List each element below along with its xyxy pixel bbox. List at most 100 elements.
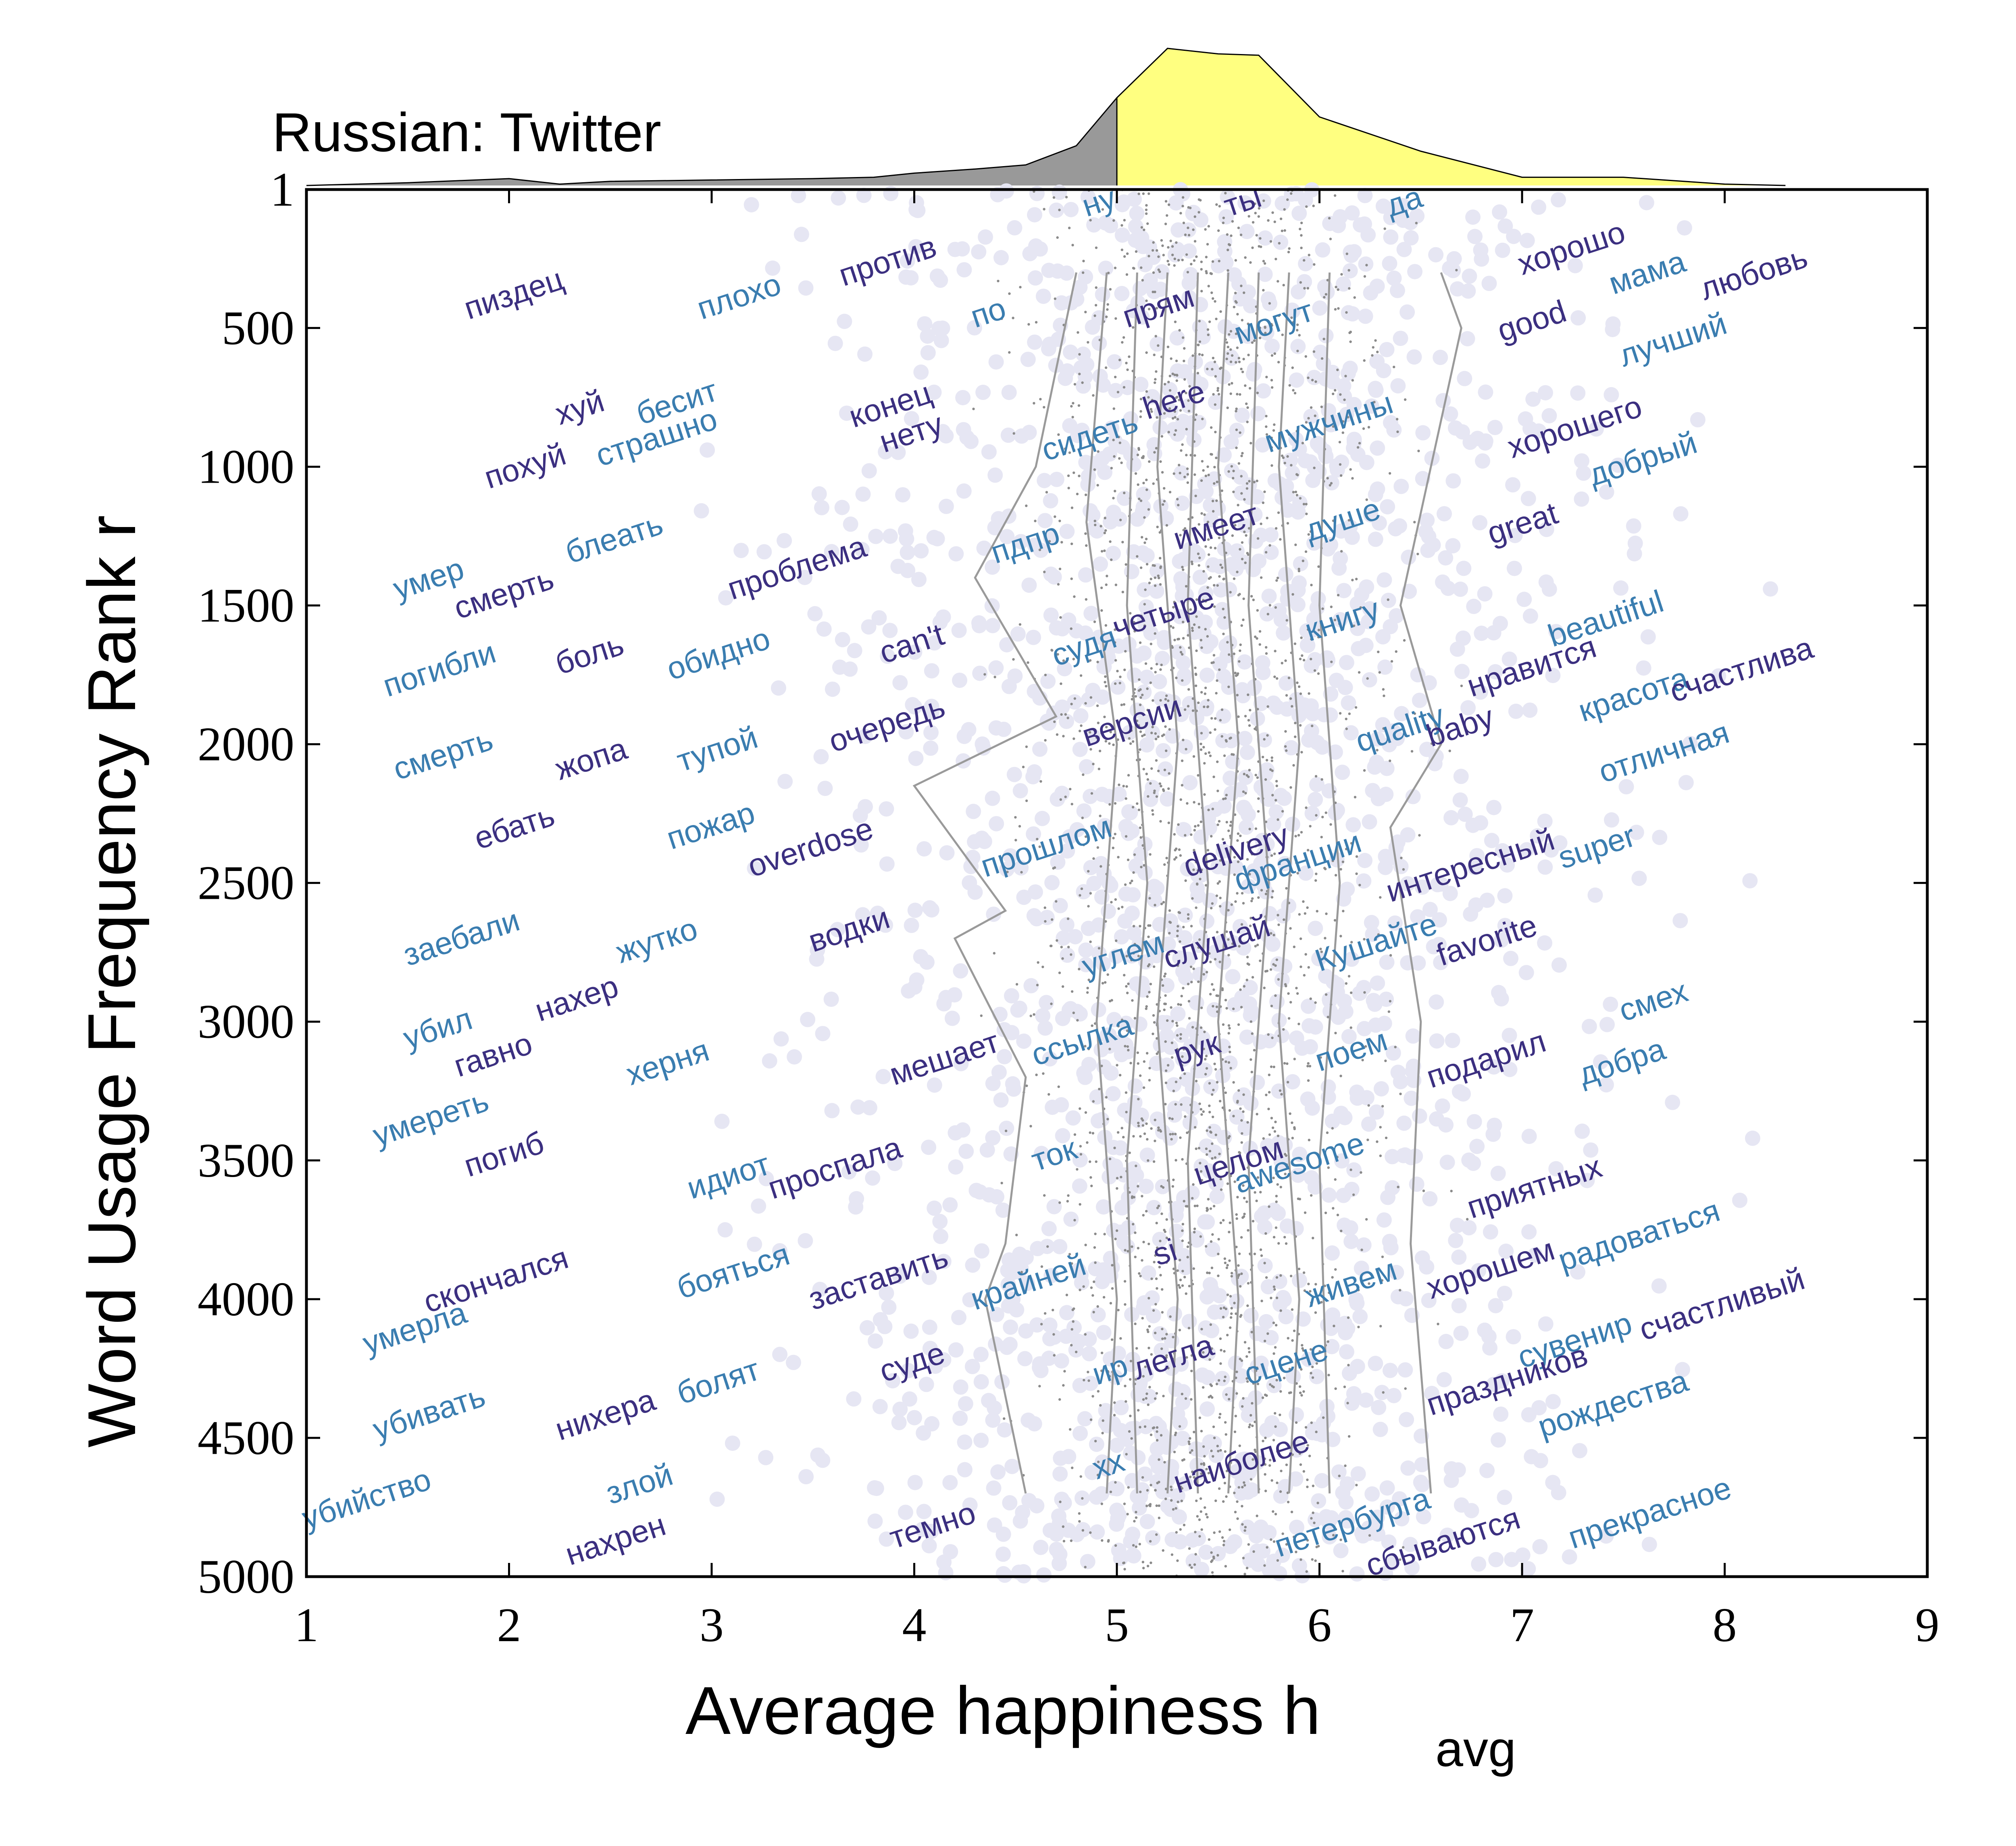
word-point [1089, 1524, 1105, 1540]
word-point [1163, 1502, 1179, 1517]
density-dot [1276, 677, 1279, 680]
density-dot [1270, 1479, 1273, 1482]
contour-line-9 [1318, 272, 1341, 1494]
density-dot [1216, 823, 1219, 826]
density-dot [1203, 513, 1206, 516]
word-point [1304, 1170, 1319, 1186]
density-dot [1179, 1279, 1182, 1281]
density-dot [1145, 1007, 1148, 1010]
density-dot [1176, 1269, 1179, 1272]
density-dot [1292, 389, 1295, 392]
density-dot [1198, 626, 1201, 629]
word-point [1137, 1388, 1153, 1404]
density-dot [1193, 1227, 1196, 1230]
word-point [1016, 1033, 1032, 1049]
density-dot [1198, 938, 1201, 941]
word-point [1137, 257, 1153, 273]
density-dot [1311, 725, 1314, 727]
density-dot [1212, 661, 1215, 664]
density-dot [1209, 1394, 1212, 1398]
density-dot [1245, 1567, 1249, 1569]
density-dot [1239, 1285, 1242, 1288]
density-dot [1460, 684, 1463, 688]
density-dot [1020, 871, 1023, 874]
density-dot [1270, 446, 1273, 449]
density-dot [1132, 952, 1135, 954]
density-dot [1091, 1024, 1093, 1027]
density-dot [1399, 1092, 1402, 1095]
word-point [1238, 819, 1254, 835]
density-dot [1211, 1142, 1214, 1145]
density-dot [1048, 540, 1051, 543]
density-dot [1071, 416, 1074, 419]
density-dot [1270, 386, 1274, 389]
word-point [1665, 1094, 1681, 1110]
density-dot [1195, 882, 1199, 885]
density-dot [1141, 735, 1144, 738]
density-dot [1167, 699, 1170, 702]
word-point [1368, 1104, 1384, 1120]
density-dot [1320, 950, 1323, 953]
density-dot [1227, 1061, 1231, 1064]
density-dot [1247, 354, 1250, 356]
density-dot [1220, 708, 1224, 711]
density-dot [1212, 510, 1215, 513]
density-dot [1229, 330, 1233, 333]
word-point [988, 660, 1004, 676]
density-dot [1180, 449, 1183, 452]
density-dot [1279, 1413, 1281, 1416]
density-dot [1403, 639, 1406, 642]
word-point [1491, 985, 1506, 1000]
density-dot [1228, 1109, 1231, 1112]
density-dot [1239, 1107, 1242, 1110]
density-dot [1158, 1504, 1160, 1507]
word-point [973, 1433, 989, 1448]
density-dot [1244, 792, 1247, 795]
density-dot [1321, 816, 1324, 819]
density-dot [1234, 900, 1237, 903]
density-dot [1044, 920, 1047, 923]
word-point [1078, 567, 1093, 583]
word-point [1314, 1473, 1330, 1488]
density-dot [1330, 660, 1333, 663]
word-point [1396, 1115, 1412, 1131]
density-dot [1272, 1236, 1276, 1239]
word-point [924, 1416, 940, 1431]
density-dot [1202, 1351, 1205, 1354]
word-point [1652, 829, 1668, 845]
density-dot [1053, 1354, 1056, 1357]
density-dot [1313, 669, 1316, 672]
density-dot [1235, 674, 1237, 677]
word-point [985, 1076, 1001, 1091]
word-point [1126, 1161, 1141, 1177]
density-dot [1173, 1450, 1176, 1453]
density-dot [1078, 968, 1081, 971]
word-label: суде [875, 1335, 949, 1389]
density-dot [1200, 1026, 1203, 1029]
density-dot [1084, 835, 1087, 838]
density-dot [1272, 1321, 1275, 1324]
density-dot [1098, 947, 1101, 950]
density-dot [1164, 1069, 1168, 1072]
density-dot [1204, 1058, 1207, 1061]
density-dot [1254, 212, 1257, 215]
density-dot [1332, 425, 1335, 428]
word-point [1395, 198, 1411, 213]
word-point [1383, 619, 1398, 634]
word-point [1545, 1475, 1561, 1490]
density-dot [1306, 1065, 1309, 1068]
density-dot [1231, 354, 1234, 357]
density-dot [1314, 1559, 1317, 1562]
word-point [868, 1481, 884, 1496]
word-point [1484, 833, 1500, 848]
word-point [700, 442, 715, 458]
density-dot [1254, 945, 1257, 948]
density-dot [1123, 1280, 1127, 1283]
word-point [1497, 1286, 1512, 1301]
word-point [1093, 556, 1108, 572]
density-dot [1256, 609, 1259, 612]
density-dot [1208, 1111, 1211, 1114]
word-point [1255, 437, 1270, 453]
word-point [1325, 1245, 1340, 1261]
density-dot [1268, 1464, 1271, 1467]
